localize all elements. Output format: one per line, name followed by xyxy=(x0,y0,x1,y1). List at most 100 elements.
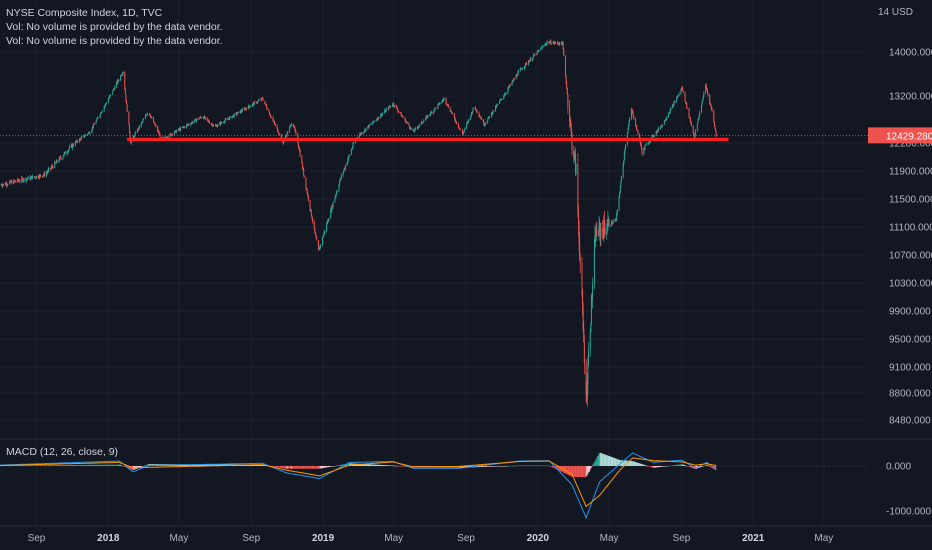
candle-body xyxy=(709,103,711,105)
macd-histogram-bar xyxy=(606,455,608,466)
macd-histogram-bar xyxy=(64,465,66,466)
candle-body xyxy=(313,221,315,228)
candle-body xyxy=(274,124,276,126)
candle-body xyxy=(660,126,662,128)
macd-histogram-bar xyxy=(261,464,264,466)
candle-body xyxy=(550,40,552,44)
time-axis-tick-label: May xyxy=(384,533,403,544)
candle-body xyxy=(659,127,661,129)
candle-body xyxy=(227,118,229,120)
candle-body xyxy=(273,121,275,123)
candle-body xyxy=(476,109,478,112)
candle-body xyxy=(450,110,452,113)
candle-body xyxy=(171,134,173,136)
candle-body xyxy=(228,118,230,120)
candle-body xyxy=(512,80,514,82)
macd-histogram-bar xyxy=(210,464,212,466)
candle-body xyxy=(496,105,498,108)
candle-body xyxy=(389,106,391,108)
candle-body xyxy=(8,182,10,185)
macd-histogram-bar xyxy=(610,456,613,466)
macd-histogram-bar xyxy=(362,463,364,466)
candle-body xyxy=(390,106,392,108)
candle-body xyxy=(122,72,124,74)
price-axis-tick-label: 9900.000 xyxy=(889,307,931,318)
candle-body xyxy=(525,63,527,67)
macd-histogram-bar xyxy=(115,464,117,466)
time-axis-tick-label: Sep xyxy=(457,533,475,544)
candle-body xyxy=(516,75,518,77)
macd-histogram-bar xyxy=(72,465,74,466)
macd-histogram-bar xyxy=(557,466,559,470)
candle-body xyxy=(598,223,600,236)
candle-body xyxy=(289,125,291,128)
macd-histogram-bar xyxy=(54,465,56,466)
macd-histogram-bar xyxy=(486,466,488,467)
candle-body xyxy=(22,178,24,182)
candle-body xyxy=(414,128,416,130)
candle-body xyxy=(7,184,9,186)
candle-body xyxy=(116,82,118,84)
macd-histogram-bar xyxy=(533,465,535,467)
candle-body xyxy=(703,92,705,97)
macd-histogram-bar xyxy=(331,466,334,467)
candle-body xyxy=(682,90,684,93)
time-axis[interactable]: Sep 2018 May Sep 2019 May Sep 2020 May Sep 2021 May xyxy=(28,533,834,544)
candle-body xyxy=(157,126,159,132)
macd-histogram-bar xyxy=(257,464,259,466)
candle-body xyxy=(77,141,79,143)
macd-axis[interactable]: 0.000 -1000.000 xyxy=(886,462,931,518)
candle-body xyxy=(446,104,448,106)
candle-body xyxy=(303,175,305,178)
candle-body xyxy=(124,89,126,95)
candle-body xyxy=(75,141,77,143)
candle-body xyxy=(207,120,209,122)
candle-body xyxy=(200,117,202,118)
macd-histogram-bar xyxy=(117,464,119,466)
candle-body xyxy=(320,244,322,246)
candle-body xyxy=(507,86,509,89)
macd-histogram-bar xyxy=(60,465,62,466)
candle-body xyxy=(21,178,23,182)
candle-body xyxy=(97,117,99,119)
macd-histogram-bar xyxy=(528,465,530,467)
macd-histogram-bar xyxy=(303,466,305,469)
macd-histogram-bar xyxy=(614,458,617,466)
candle-body xyxy=(437,103,439,105)
currency-label[interactable]: 14 USD xyxy=(878,7,913,18)
macd-histogram-bar xyxy=(144,465,146,467)
macd-legend[interactable]: MACD (12, 26, close, 9) xyxy=(6,446,119,458)
macd-histogram-bar xyxy=(682,464,684,466)
candle-body xyxy=(88,132,90,133)
macd-histogram-bar xyxy=(274,466,276,467)
candle-body xyxy=(507,88,509,93)
macd-histogram-bar xyxy=(590,466,592,469)
macd-histogram-bar xyxy=(292,466,294,469)
candle-body xyxy=(137,128,139,130)
candle-body xyxy=(207,119,209,121)
macd-histogram-bar xyxy=(714,466,717,471)
macd-histogram-bar xyxy=(16,465,18,466)
macd-histogram-bar xyxy=(57,465,59,466)
macd-pane xyxy=(0,452,868,520)
macd-line xyxy=(0,452,717,520)
candle-body xyxy=(451,112,453,114)
candle-body xyxy=(476,111,478,113)
macd-histogram-bar xyxy=(310,466,312,469)
candle-body xyxy=(696,123,698,131)
candle-body xyxy=(134,132,136,135)
macd-histogram-bar xyxy=(128,466,131,469)
price-axis[interactable]: 14000.000 13200.000 12280.000 11900.000 1150… xyxy=(889,48,932,427)
candle-body xyxy=(439,103,441,105)
candle-body xyxy=(253,103,255,105)
symbol-title[interactable]: NYSE Composite Index, 1D, TVC xyxy=(6,7,163,19)
candle-body xyxy=(294,126,296,130)
candle-body xyxy=(467,122,469,123)
candle-body xyxy=(342,172,344,176)
macd-histogram-bar xyxy=(577,466,580,478)
candle-body xyxy=(557,42,559,44)
candle-body xyxy=(643,148,645,150)
candle-body xyxy=(433,110,435,114)
macd-histogram-bar xyxy=(55,465,58,466)
